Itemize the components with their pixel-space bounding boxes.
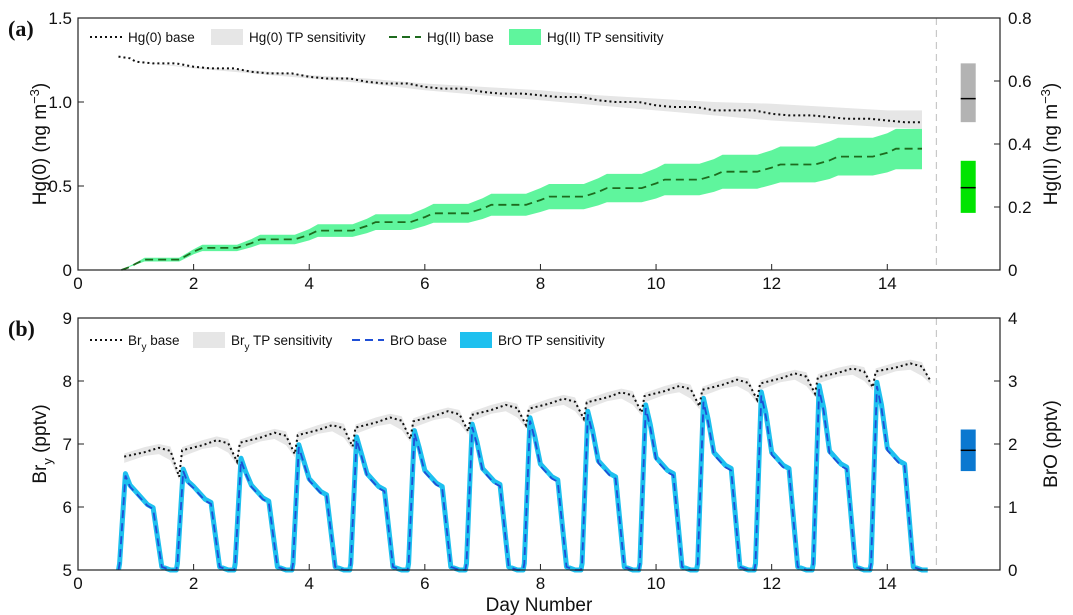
x-tick-label: 8 bbox=[536, 574, 545, 593]
panel-b-ylabel-left: Bry (pptv) bbox=[30, 404, 55, 483]
panel-a-label: (a) bbox=[8, 16, 34, 41]
x-tick-label: 12 bbox=[762, 274, 781, 293]
x-axis-label: Day Number bbox=[486, 595, 593, 615]
panel-a-ticks: 0 2 4 6 8 10 12 14 0 0.5 1.0 1.5 0 0.2 0.4 0.6 0.8 bbox=[48, 9, 1031, 293]
panel-b-ylabel-right: BrO (pptv) bbox=[1041, 400, 1062, 488]
bry-base-line bbox=[123, 362, 932, 478]
bro-sensitivity-band bbox=[116, 379, 928, 573]
x-tick-label: 4 bbox=[304, 274, 313, 293]
y-right-tick-label: 0.6 bbox=[1008, 72, 1032, 91]
legend-label-hg2-sens: Hg(II) TP sensitivity bbox=[547, 30, 664, 45]
legend-swatch-hg0-sens bbox=[211, 29, 243, 45]
y-left-tick-label: 7 bbox=[63, 435, 72, 454]
y-left-tick-label: 1.0 bbox=[48, 93, 72, 112]
legend-label-bry-sens: Bry TP sensitivity bbox=[231, 333, 333, 353]
x-tick-label: 14 bbox=[878, 274, 897, 293]
hg0-base-line bbox=[118, 55, 922, 124]
panel-a-ylabel-right: Hg(II) (ng m−3) bbox=[1038, 83, 1062, 206]
legend-label-bro-sens: BrO TP sensitivity bbox=[498, 333, 605, 348]
y-right-tick-label: 0 bbox=[1008, 561, 1017, 580]
legend-label-hg2-base: Hg(II) base bbox=[427, 30, 494, 45]
y-right-tick-label: 1 bbox=[1008, 498, 1017, 517]
x-tick-label: 12 bbox=[762, 574, 781, 593]
y-left-tick-label: 6 bbox=[63, 498, 72, 517]
y-right-tick-label: 0.8 bbox=[1008, 9, 1032, 28]
panel-a: (a) 0 2 4 6 8 10 12 14 0 0.5 1.0 1.5 0 0.2 0.4 0.6 0.8 H… bbox=[8, 9, 1062, 293]
x-tick-label: 0 bbox=[73, 274, 82, 293]
y-left-tick-label: 5 bbox=[63, 561, 72, 580]
x-tick-label: 14 bbox=[878, 574, 897, 593]
x-tick-label: 8 bbox=[536, 274, 545, 293]
panel-b-legend: Bry base Bry TP sensitivity BrO base BrO… bbox=[90, 332, 605, 353]
panel-a-plot-area bbox=[118, 18, 976, 271]
y-left-tick-label: 8 bbox=[63, 372, 72, 391]
y-right-tick-label: 0.4 bbox=[1008, 135, 1032, 154]
legend-swatch-bry-sens bbox=[193, 332, 225, 348]
bro-base-line bbox=[117, 385, 928, 571]
x-tick-label: 2 bbox=[189, 574, 198, 593]
panel-a-legend: Hg(0) base Hg(0) TP sensitivity Hg(II) b… bbox=[90, 29, 664, 45]
y-left-tick-label: 0.5 bbox=[48, 177, 72, 196]
summary-bar bbox=[960, 160, 976, 213]
hg2-base-line bbox=[121, 147, 922, 271]
summary-bar bbox=[960, 63, 976, 123]
legend-label-hg0-sens: Hg(0) TP sensitivity bbox=[249, 30, 366, 45]
legend-label-bro-base: BrO base bbox=[390, 333, 447, 348]
legend-label-bry-base: Bry base bbox=[128, 333, 180, 353]
y-left-tick-label: 1.5 bbox=[48, 9, 72, 28]
legend-label-hg0-base: Hg(0) base bbox=[128, 30, 195, 45]
y-right-tick-label: 0.2 bbox=[1008, 198, 1032, 217]
y-left-tick-label: 0 bbox=[63, 261, 72, 280]
x-tick-label: 10 bbox=[647, 274, 666, 293]
y-right-tick-label: 0 bbox=[1008, 261, 1017, 280]
x-tick-label: 4 bbox=[304, 574, 313, 593]
legend-swatch-bro-sens bbox=[460, 332, 492, 348]
hg2-sensitivity-band bbox=[121, 128, 922, 270]
y-right-tick-label: 3 bbox=[1008, 372, 1017, 391]
x-tick-label: 6 bbox=[420, 274, 429, 293]
panel-b-plot-area bbox=[116, 318, 976, 573]
panel-b-label: (b) bbox=[8, 316, 35, 341]
y-right-tick-label: 2 bbox=[1008, 435, 1017, 454]
x-tick-label: 6 bbox=[420, 574, 429, 593]
x-tick-label: 2 bbox=[189, 274, 198, 293]
y-right-tick-label: 4 bbox=[1008, 309, 1017, 328]
y-left-tick-label: 9 bbox=[63, 309, 72, 328]
legend-swatch-hg2-sens bbox=[509, 29, 541, 45]
x-tick-label: 10 bbox=[647, 574, 666, 593]
x-tick-label: 0 bbox=[73, 574, 82, 593]
